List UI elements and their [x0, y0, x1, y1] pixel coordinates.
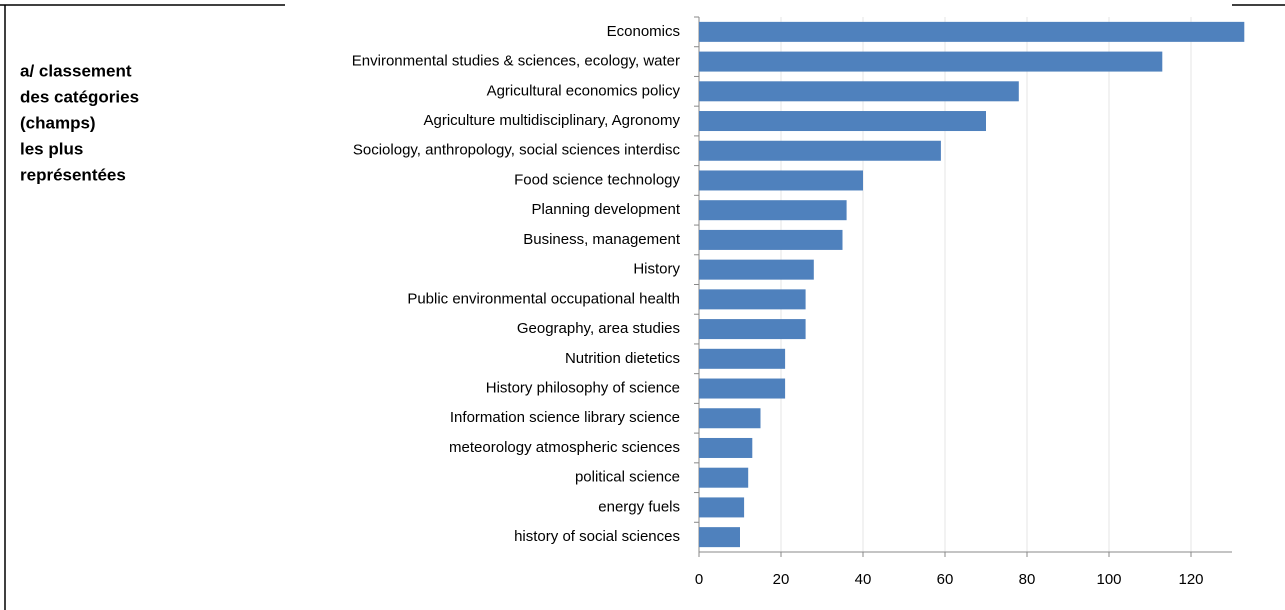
y-tick-label: political science — [575, 469, 680, 486]
bar — [699, 111, 986, 132]
bar — [699, 21, 1245, 42]
annotation: (champs) — [20, 113, 96, 132]
bar — [699, 408, 761, 429]
y-tick-label: Economics — [607, 23, 680, 40]
bar — [699, 527, 740, 548]
y-tick-label: Agricultural economics policy — [487, 82, 681, 99]
y-tick-label: Sociology, anthropology, social sciences… — [353, 142, 681, 159]
y-tick-label: Agriculture multidisciplinary, Agronomy — [424, 112, 681, 129]
y-tick-label: Nutrition dietetics — [565, 350, 680, 367]
y-tick-label: Public environmental occupational health — [407, 290, 680, 307]
bar — [699, 467, 749, 488]
bar — [699, 51, 1163, 72]
bar — [699, 319, 806, 340]
bar — [699, 378, 786, 399]
bar — [699, 348, 786, 369]
bar — [699, 200, 847, 221]
y-tick-label: history of social sciences — [514, 528, 680, 545]
y-tick-label: Planning development — [532, 201, 681, 218]
x-tick-label: 20 — [773, 571, 790, 588]
y-tick-label: energy fuels — [598, 498, 680, 515]
annotation: les plus — [20, 139, 83, 158]
x-tick-label: 40 — [855, 571, 872, 588]
x-tick-label: 100 — [1096, 571, 1121, 588]
annotation: représentées — [20, 165, 126, 184]
bar — [699, 170, 863, 191]
annotation: des catégories — [20, 87, 139, 106]
y-tick-label: meteorology atmospheric sciences — [449, 439, 680, 456]
y-tick-label: Environmental studies & sciences, ecolog… — [352, 53, 680, 70]
bar — [699, 289, 806, 310]
bar — [699, 229, 843, 250]
bar — [699, 140, 941, 161]
y-tick-label: History philosophy of science — [486, 379, 680, 396]
y-tick-label: Geography, area studies — [517, 320, 680, 337]
bar — [699, 81, 1019, 102]
y-tick-label: Food science technology — [514, 171, 680, 188]
x-tick-label: 80 — [1019, 571, 1036, 588]
annotation: a/ classement — [20, 61, 132, 80]
y-tick-label: Business, management — [523, 231, 681, 248]
bar — [699, 437, 753, 458]
y-tick-label: History — [633, 261, 680, 278]
bar — [699, 497, 745, 518]
x-tick-label: 120 — [1178, 571, 1203, 588]
bar — [699, 259, 814, 280]
x-tick-label: 60 — [937, 571, 954, 588]
y-tick-label: Information science library science — [450, 409, 680, 426]
x-tick-label: 0 — [695, 571, 703, 588]
